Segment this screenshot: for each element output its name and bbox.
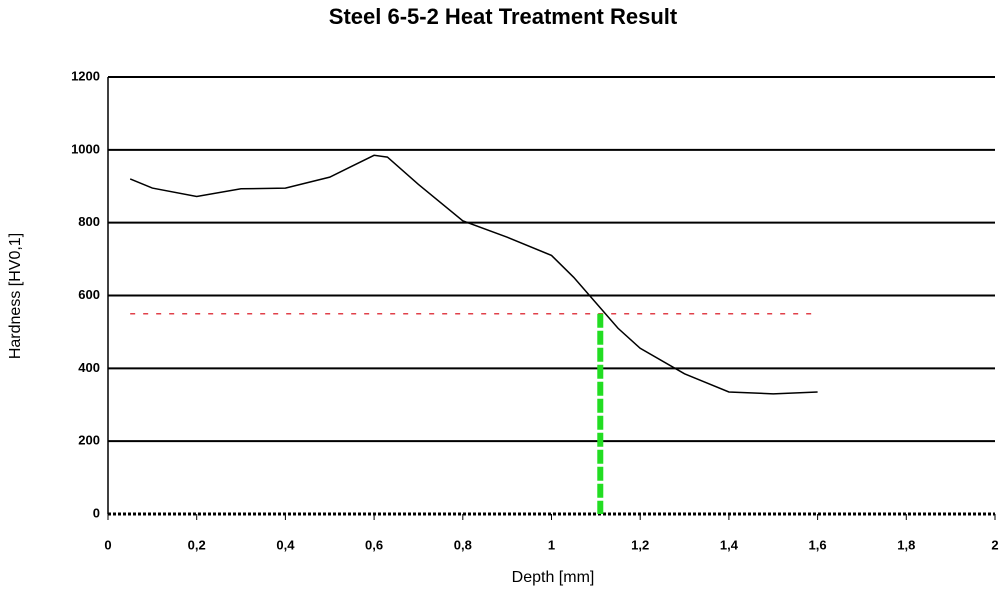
x-tick-label: 1,2 <box>631 537 649 552</box>
y-tick-label: 400 <box>78 360 100 375</box>
y-axis-label: Hardness [HV0,1] <box>7 233 24 359</box>
y-tick-label: 200 <box>78 433 100 448</box>
y-tick-label: 1000 <box>71 141 100 156</box>
x-tick-label: 1 <box>548 537 555 552</box>
x-axis-label: Depth [mm] <box>512 569 595 586</box>
x-tick-label: 0,8 <box>454 537 472 552</box>
x-tick-label: 1,8 <box>897 537 915 552</box>
y-tick-label: 1200 <box>71 68 100 83</box>
x-tick-label: 1,4 <box>720 537 739 552</box>
line <box>129 154 818 395</box>
y-tick-label: 800 <box>78 214 100 229</box>
x-tick-label: 2 <box>991 537 998 552</box>
x-tick-label: 0,6 <box>365 537 383 552</box>
y-tick-label: 600 <box>78 287 100 302</box>
x-tick-label: 1,6 <box>809 537 827 552</box>
x-tick-label: 0,4 <box>276 537 295 552</box>
x-tick-label: 0,2 <box>188 537 206 552</box>
chart-title: Steel 6-5-2 Heat Treatment Result <box>329 4 678 29</box>
x-tick-label: 0 <box>104 537 111 552</box>
y-tick-label: 0 <box>93 505 100 520</box>
